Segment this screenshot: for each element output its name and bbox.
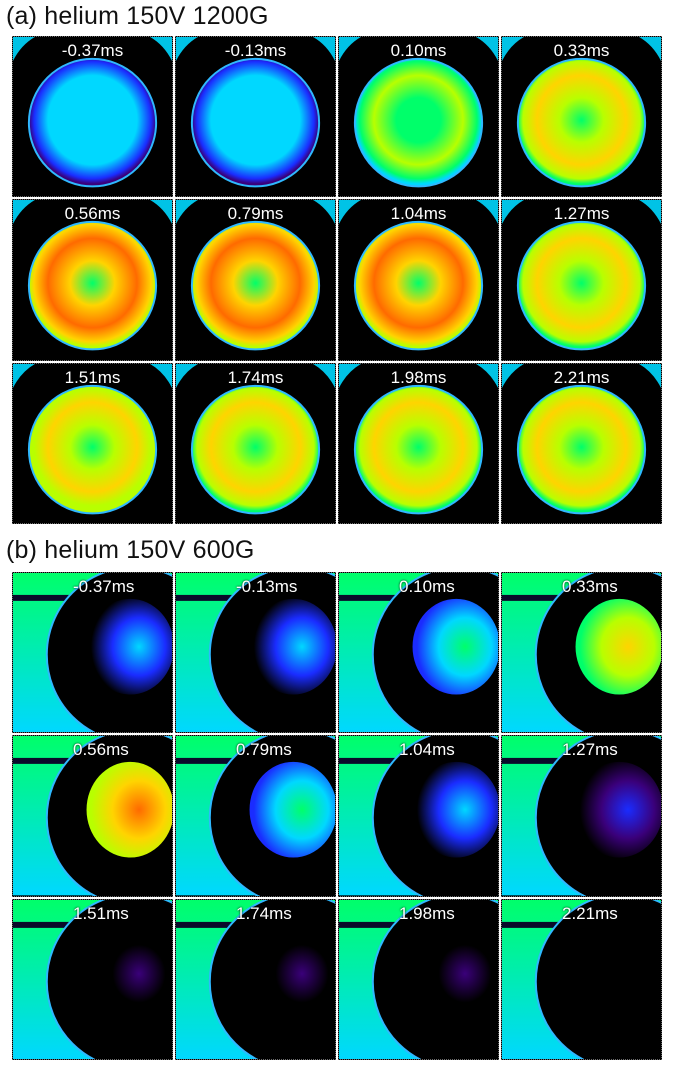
panel-b-frame: 0.56ms — [12, 735, 173, 897]
panel-b-frame: 1.74ms — [175, 898, 336, 1060]
panel-b-frame: 0.33ms — [501, 572, 662, 734]
panel-a-frame: 0.33ms — [501, 36, 662, 198]
time-label: 0.56ms — [73, 740, 129, 760]
time-label: 0.79ms — [227, 204, 284, 224]
panel-b-frame: -0.13ms — [175, 572, 336, 734]
panel-b-frame: -0.37ms — [12, 572, 173, 734]
time-label: -0.13ms — [236, 577, 298, 596]
plasma-image — [176, 37, 335, 197]
time-label: 0.10ms — [390, 41, 447, 60]
plasma-image — [176, 736, 335, 896]
plasma-image — [176, 573, 335, 733]
plasma-image — [502, 363, 661, 523]
panel-b-title: (b) helium 150V 600G — [6, 536, 255, 564]
plasma-image — [13, 736, 172, 896]
time-label: 0.33ms — [562, 577, 618, 596]
plasma-image — [13, 573, 172, 733]
plasma-image — [176, 200, 335, 360]
time-label: 1.27ms — [562, 740, 618, 760]
plasma-image — [339, 37, 498, 197]
panel-a-frame: 0.79ms — [175, 199, 336, 361]
panel-b-frame: 2.21ms — [501, 898, 662, 1060]
plasma-image — [502, 899, 661, 1059]
panel-b-grid: -0.37ms -0.13ms 0.10ms 0.33ms 0.56ms 0.79ms 1.… — [12, 572, 662, 1060]
plasma-image — [339, 200, 498, 360]
time-label: 0.79ms — [236, 740, 292, 760]
plasma-image — [502, 200, 661, 360]
panel-a-frame: 1.27ms — [501, 199, 662, 361]
panel-a-grid: -0.37ms -0.13ms 0.10ms 0.33ms 0.56ms 0.79ms 1.… — [12, 36, 662, 524]
panel-a-frame: 1.04ms — [338, 199, 499, 361]
plasma-image — [13, 363, 172, 523]
panel-a-title: (a) helium 150V 1200G — [6, 2, 269, 30]
panel-a-frame: 1.51ms — [12, 362, 173, 524]
panel-b-frame: 0.79ms — [175, 735, 336, 897]
plasma-image — [339, 899, 498, 1059]
plasma-image — [176, 363, 335, 523]
panel-b-frame: 0.10ms — [338, 572, 499, 734]
time-label: -0.37ms — [73, 577, 135, 596]
plasma-image — [176, 899, 335, 1059]
plasma-image — [13, 200, 172, 360]
time-label: 2.21ms — [562, 903, 618, 923]
panel-b-frame: 1.04ms — [338, 735, 499, 897]
time-label: 1.74ms — [227, 367, 284, 387]
panel-a-frame: 0.56ms — [12, 199, 173, 361]
time-label: 1.98ms — [399, 903, 455, 923]
panel-a-frame: -0.13ms — [175, 36, 336, 198]
plasma-image — [339, 363, 498, 523]
plasma-image — [13, 37, 172, 197]
time-label: 2.21ms — [553, 367, 610, 387]
panel-a-frame: -0.37ms — [12, 36, 173, 198]
time-label: -0.37ms — [61, 41, 124, 60]
time-label: 0.56ms — [64, 204, 121, 224]
time-label: 1.04ms — [390, 204, 447, 224]
time-label: 0.10ms — [399, 577, 455, 596]
panel-a-frame: 1.98ms — [338, 362, 499, 524]
panel-a-frame: 0.10ms — [338, 36, 499, 198]
plasma-image — [502, 736, 661, 896]
plasma-image — [13, 899, 172, 1059]
time-label: -0.13ms — [224, 41, 287, 60]
time-label: 1.04ms — [399, 740, 455, 760]
time-label: 1.27ms — [553, 204, 610, 224]
time-label: 1.74ms — [236, 903, 292, 923]
time-label: 1.51ms — [73, 903, 129, 923]
panel-b-frame: 1.51ms — [12, 898, 173, 1060]
plasma-image — [502, 37, 661, 197]
time-label: 0.33ms — [553, 41, 610, 60]
panel-a-frame: 2.21ms — [501, 362, 662, 524]
plasma-image — [502, 573, 661, 733]
panel-b-frame: 1.27ms — [501, 735, 662, 897]
plasma-image — [339, 573, 498, 733]
panel-a-frame: 1.74ms — [175, 362, 336, 524]
plasma-image — [339, 736, 498, 896]
time-label: 1.98ms — [390, 367, 447, 387]
time-label: 1.51ms — [64, 367, 121, 387]
panel-b-frame: 1.98ms — [338, 898, 499, 1060]
